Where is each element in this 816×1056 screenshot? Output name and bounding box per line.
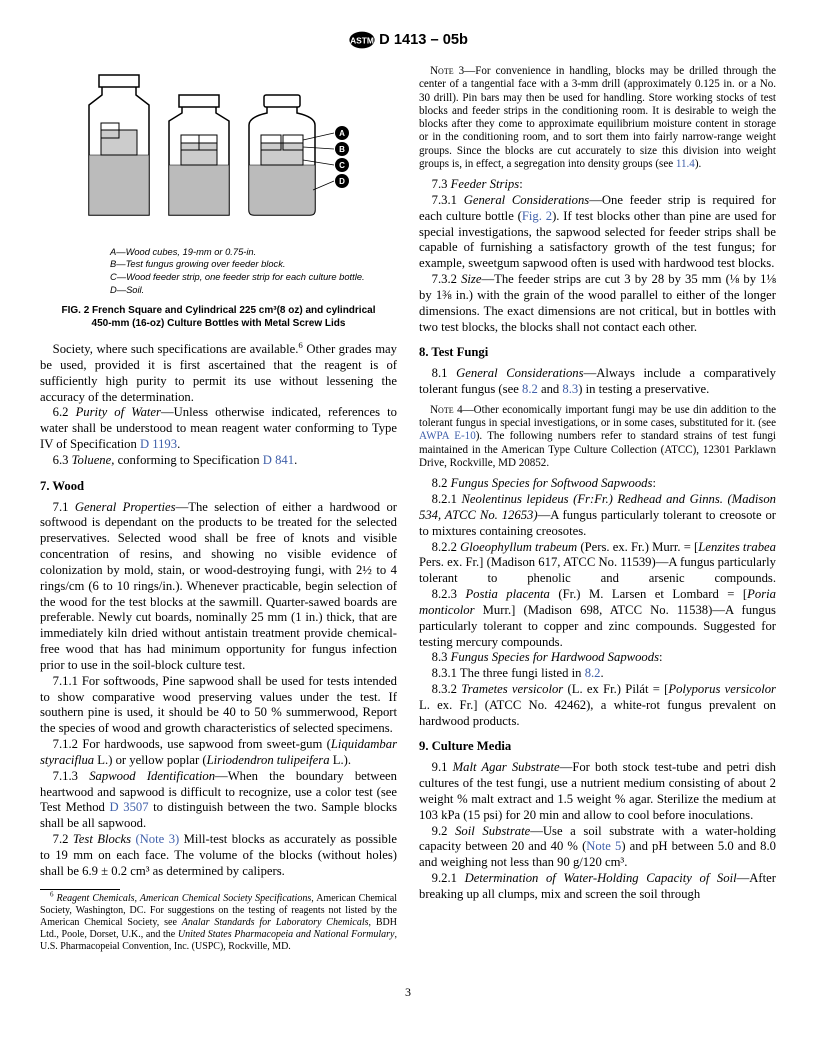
para-8-2: 8.2 Fungus Species for Softwood Sapwoods… <box>419 476 776 492</box>
para-7-3-1: 7.3.1 General Considerations—One feeder … <box>419 193 776 272</box>
para-8-1: 8.1 General Considerations—Always includ… <box>419 366 776 398</box>
para-7-1-2: 7.1.2 For hardwoods, use sapwood from sw… <box>40 737 397 769</box>
svg-text:D: D <box>339 177 345 186</box>
para-8-2-1: 8.2.1 Neolentinus lepideus (Fr:Fr.) Redh… <box>419 492 776 539</box>
footnote-6: 6 Reagent Chemicals, American Chemical S… <box>40 893 397 953</box>
para-6-2: 6.2 Purity of Water—Unless otherwise ind… <box>40 405 397 452</box>
link-8-3[interactable]: 8.3 <box>562 382 578 396</box>
svg-text:C: C <box>339 161 345 170</box>
para-9-2-1: 9.2.1 Determination of Water-Holding Cap… <box>419 871 776 903</box>
link-note5[interactable]: Note 5 <box>586 839 621 853</box>
para-8-2-3: 8.2.3 Postia placenta (Fr.) M. Larsen et… <box>419 587 776 650</box>
para-8-3: 8.3 Fungus Species for Hardwood Sapwoods… <box>419 650 776 666</box>
section-7: 7. Wood <box>40 479 397 495</box>
link-fig2[interactable]: Fig. 2 <box>522 209 552 223</box>
link-11-4[interactable]: 11.4 <box>676 158 695 170</box>
link-8-2[interactable]: 8.2 <box>522 382 538 396</box>
svg-text:ASTM: ASTM <box>350 36 374 46</box>
link-d1193[interactable]: D 1193 <box>140 437 177 451</box>
svg-text:A: A <box>339 129 345 138</box>
para-7-1-3: 7.1.3 Sapwood Identification—When the bo… <box>40 769 397 832</box>
para-7-1: 7.1 General Properties—The selection of … <box>40 500 397 674</box>
page-number: 3 <box>40 985 776 1000</box>
para-6-1-cont: Society, where such specifications are a… <box>40 342 397 405</box>
designation: D 1413 – 05b <box>379 32 468 48</box>
para-8-2-2: 8.2.2 Gloeophyllum trabeum (Pers. ex. Fr… <box>419 540 776 587</box>
astm-logo: ASTM <box>348 30 376 50</box>
note-3: Note 3—For convenience in handling, bloc… <box>419 65 776 171</box>
figure-title: FIG. 2 French Square and Cylindrical 225… <box>60 304 377 330</box>
svg-text:B: B <box>339 145 345 154</box>
para-9-1: 9.1 Malt Agar Substrate—For both stock t… <box>419 760 776 823</box>
para-8-3-1: 8.3.1 The three fungi listed in 8.2. <box>419 666 776 682</box>
figure-legend: A—Wood cubes, 19-mm or 0.75-in. B—Test f… <box>110 246 397 296</box>
section-9: 9. Culture Media <box>419 739 776 755</box>
link-d3507[interactable]: D 3507 <box>110 800 149 814</box>
para-8-3-2: 8.3.2 Trametes versicolor (L. ex Fr.) Pi… <box>419 682 776 729</box>
para-7-1-1: 7.1.1 For softwoods, Pine sapwood shall … <box>40 674 397 737</box>
note-4: Note 4—Other economically important fung… <box>419 404 776 470</box>
para-7-3: 7.3 Feeder Strips: <box>419 177 776 193</box>
link-d841[interactable]: D 841 <box>263 453 294 467</box>
para-9-2: 9.2 Soil Substrate—Use a soil substrate … <box>419 824 776 871</box>
figure-svg: A B C D <box>69 65 369 235</box>
figure-2: A B C D A—Wood cubes, 19-mm or 0.75-in. … <box>40 65 397 330</box>
link-note3[interactable]: (Note 3) <box>135 832 179 846</box>
link-8-2b[interactable]: 8.2 <box>585 666 601 680</box>
section-8: 8. Test Fungi <box>419 345 776 361</box>
para-7-2: 7.2 Test Blocks (Note 3) Mill-test block… <box>40 832 397 879</box>
document-header: ASTM D 1413 – 05b <box>40 30 776 50</box>
para-7-3-2: 7.3.2 Size—The feeder strips are cut 3 b… <box>419 272 776 335</box>
para-6-3: 6.3 Toluene, conforming to Specification… <box>40 453 397 469</box>
link-awpa[interactable]: AWPA E-10 <box>419 430 476 442</box>
